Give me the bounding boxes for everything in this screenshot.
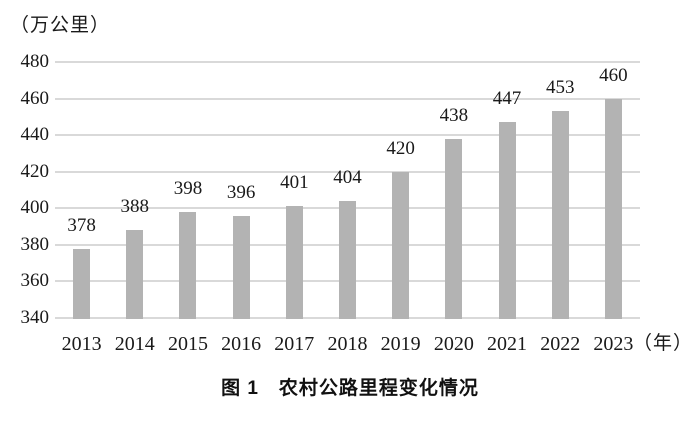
- bar-value-label: 447: [492, 88, 522, 110]
- bar-value-label: 401: [280, 172, 309, 194]
- gridline: [55, 97, 640, 100]
- y-tick-label: 440: [20, 124, 50, 146]
- bar: [126, 230, 144, 319]
- y-tick-label: 380: [20, 233, 50, 255]
- bar-value-label: 438: [439, 104, 469, 126]
- y-tick-label: 460: [20, 87, 50, 109]
- x-tick-label: 2017: [274, 333, 315, 355]
- x-tick-label: 2023: [593, 333, 634, 355]
- bar-value-label: 388: [120, 196, 150, 218]
- gridline: [55, 134, 640, 137]
- x-tick-label: 2021: [487, 333, 528, 355]
- x-axis-unit-label: （年）: [633, 333, 694, 354]
- bar-value-label: 378: [67, 214, 96, 236]
- gridline: [55, 170, 640, 173]
- figure-caption: 图 1 农村公路里程变化情况: [221, 378, 479, 399]
- x-tick-label: 2018: [327, 333, 368, 355]
- x-tick-label: 2013: [61, 333, 102, 355]
- y-tick-label: 480: [20, 51, 50, 72]
- y-axis-unit-label: （万公里）: [10, 15, 111, 36]
- bar: [498, 122, 516, 319]
- bar-value-label: 396: [226, 181, 256, 203]
- bar: [392, 171, 410, 319]
- bar: [339, 200, 356, 319]
- x-tick-label: 2019: [380, 333, 421, 355]
- bar: [73, 248, 91, 319]
- bar-value-label: 460: [599, 64, 628, 86]
- x-tick-label: 2022: [540, 333, 581, 355]
- x-tick-label: 2020: [433, 333, 474, 355]
- y-tick-label: 420: [20, 160, 50, 182]
- bar-value-label: 453: [545, 77, 575, 99]
- bar-value-label: 404: [333, 166, 362, 188]
- bar-value-label: 398: [173, 177, 203, 199]
- bar: [179, 211, 197, 319]
- y-tick-label: 360: [20, 270, 50, 292]
- y-tick-label: 400: [20, 197, 50, 219]
- bar-value-label: 420: [386, 137, 415, 159]
- x-tick-label: 2016: [221, 333, 262, 355]
- y-tick-label: 340: [20, 307, 50, 328]
- x-tick-label: 2014: [114, 333, 155, 355]
- bar: [604, 98, 622, 319]
- gridline: [55, 61, 640, 63]
- x-tick-label: 2015: [167, 333, 208, 355]
- bar: [232, 215, 250, 319]
- bar: [285, 206, 303, 319]
- bar: [551, 111, 569, 319]
- bar: [445, 138, 463, 319]
